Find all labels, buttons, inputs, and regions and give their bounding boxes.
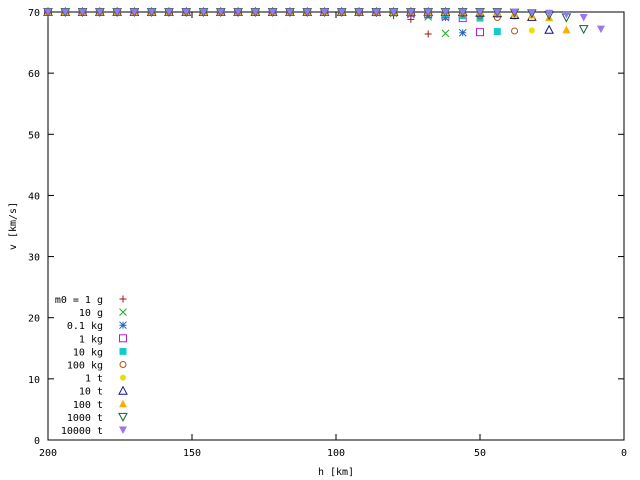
data-point <box>78 8 87 16</box>
data-point <box>389 8 398 16</box>
data-point <box>458 28 467 37</box>
x-tick-label: 100 <box>327 448 345 459</box>
legend-marker <box>118 412 128 422</box>
series-10 <box>44 8 605 34</box>
legend-label: 1 kg <box>79 334 103 345</box>
plot-frame <box>47 11 625 441</box>
data-point <box>562 10 571 19</box>
data-point <box>476 8 484 16</box>
y-tick-label: 20 <box>28 314 40 325</box>
data-point <box>441 8 450 16</box>
x-tick-label: 150 <box>183 448 201 459</box>
data-point <box>511 27 519 35</box>
axis-ticks: 200 150 100 50 0 0 10 20 30 40 50 60 70 <box>28 8 627 459</box>
data-point <box>545 9 554 18</box>
data-point <box>285 8 294 16</box>
data-point <box>251 8 260 16</box>
legend-label: m0 = 1 g <box>55 295 103 306</box>
data-point <box>476 14 484 22</box>
y-tick-label: 70 <box>28 8 40 19</box>
data-point <box>544 24 554 34</box>
data-point <box>372 8 381 16</box>
data-point <box>268 8 277 16</box>
legend: m0 = 1 g 10 g 0.1 kg 1 kg 10 kg 100 kg 1 t 10 t… <box>55 295 128 437</box>
data-point <box>61 8 70 16</box>
y-tick-label: 10 <box>28 375 40 386</box>
data-point <box>562 25 571 34</box>
series-1 <box>44 8 450 38</box>
data-point <box>182 8 191 16</box>
legend-marker <box>119 334 127 343</box>
data-point <box>493 8 502 16</box>
legend-marker <box>120 374 126 381</box>
y-axis-label: v [km/s] <box>8 202 19 250</box>
data-point <box>130 8 139 16</box>
data-point <box>596 25 605 34</box>
legend-marker <box>119 321 127 330</box>
legend-marker <box>119 295 127 303</box>
legend-label: 10 kg <box>73 347 103 358</box>
x-tick-label: 200 <box>39 448 57 459</box>
data-point <box>458 8 467 16</box>
legend-label: 10000 t <box>61 426 103 437</box>
legend-label: 0.1 kg <box>67 321 103 332</box>
data-point <box>164 8 173 16</box>
data-point <box>320 8 329 16</box>
legend-label: 100 t <box>73 400 103 411</box>
data-point <box>441 13 450 22</box>
data-point <box>424 30 432 38</box>
data-point <box>355 8 364 16</box>
y-tick-label: 60 <box>28 69 40 80</box>
legend-marker <box>119 361 127 368</box>
data-point <box>303 8 312 16</box>
data-point <box>528 27 535 34</box>
data-point <box>545 13 554 22</box>
data-point <box>113 8 122 16</box>
data-point <box>578 25 589 35</box>
legend-marker <box>118 385 128 395</box>
data-point <box>527 9 536 17</box>
data-point <box>95 8 104 16</box>
y-tick-label: 50 <box>28 130 40 141</box>
data-point <box>476 28 484 37</box>
legend-marker <box>119 308 127 316</box>
data-point <box>199 8 208 16</box>
legend-label: 1000 t <box>67 413 103 424</box>
data-point <box>493 28 501 36</box>
y-tick-label: 40 <box>28 191 40 202</box>
x-tick-label: 0 <box>621 448 627 459</box>
legend-label: 1 t <box>85 374 103 385</box>
data-point <box>579 14 588 22</box>
data-point <box>406 8 415 16</box>
legend-marker <box>119 399 127 408</box>
data-point <box>234 8 243 16</box>
data-points <box>43 6 605 38</box>
legend-label: 10 g <box>79 308 103 319</box>
data-point <box>337 8 346 16</box>
series-3 <box>44 8 484 37</box>
y-tick-label: 0 <box>34 436 40 447</box>
legend-label: 100 kg <box>67 361 103 372</box>
legend-label: 10 t <box>79 387 103 398</box>
x-tick-label: 50 <box>474 448 486 459</box>
legend-marker <box>119 347 127 355</box>
data-point <box>441 29 450 38</box>
data-point <box>424 8 433 16</box>
x-axis-label: h [km] <box>318 467 354 478</box>
data-point <box>147 8 156 16</box>
data-point <box>510 8 519 16</box>
legend-marker <box>119 426 127 434</box>
data-point <box>216 8 225 16</box>
data-point <box>44 8 52 16</box>
y-tick-label: 30 <box>28 253 40 264</box>
